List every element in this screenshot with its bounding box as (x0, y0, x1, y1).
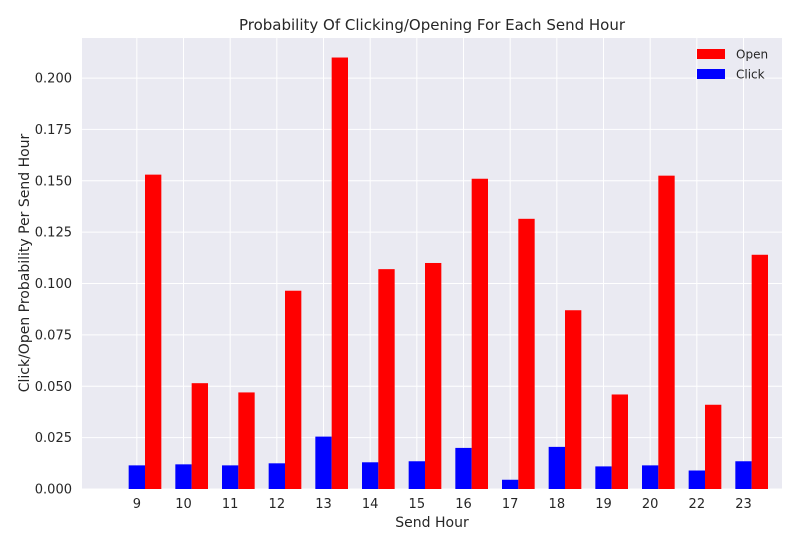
y-tick-label: 0.075 (35, 328, 72, 343)
y-tick-label: 0.050 (35, 380, 72, 395)
x-tick-label: 11 (222, 497, 239, 512)
click-bar (128, 465, 145, 489)
click-bar (175, 464, 192, 489)
open-bar (145, 174, 162, 489)
y-tick-label: 0.000 (35, 483, 72, 498)
legend-label-click: Click (736, 68, 765, 82)
x-tick-label: 22 (689, 497, 706, 512)
open-bar (751, 254, 768, 489)
x-tick-label: 17 (502, 497, 519, 512)
y-tick-label: 0.025 (35, 431, 72, 446)
y-tick-label: 0.200 (35, 72, 72, 87)
x-tick-label: 20 (642, 497, 659, 512)
legend-label-open: Open (736, 48, 768, 62)
x-tick-label: 19 (595, 497, 612, 512)
y-tick-label: 0.125 (35, 226, 72, 241)
click-bar (595, 466, 612, 489)
x-tick-label: 13 (315, 497, 332, 512)
chart-title: Probability Of Clicking/Opening For Each… (239, 16, 626, 34)
y-tick-label: 0.175 (35, 123, 72, 138)
open-bar (378, 269, 395, 489)
open-bar (611, 394, 628, 489)
open-bar (565, 310, 582, 489)
click-bar (455, 447, 472, 489)
click-bar (502, 479, 519, 489)
x-tick-label: 16 (455, 497, 472, 512)
x-tick-label: 9 (133, 497, 141, 512)
y-tick-label: 0.100 (35, 277, 72, 292)
click-bar (735, 461, 752, 489)
click-bar (548, 446, 565, 489)
open-bar (471, 178, 488, 489)
x-tick-label: 12 (269, 497, 286, 512)
open-bar (705, 404, 722, 489)
open-bar (331, 57, 348, 490)
open-bar (238, 392, 255, 489)
click-bar (268, 463, 285, 489)
open-bar (658, 175, 675, 489)
y-tick-label: 0.150 (35, 174, 72, 189)
legend-swatch-open (697, 49, 725, 59)
legend-swatch-click (697, 69, 725, 79)
x-tick-label: 10 (175, 497, 192, 512)
click-bar (642, 465, 659, 489)
legend: Open Click (697, 48, 768, 82)
x-tick-label: 18 (549, 497, 566, 512)
x-axis-title: Send Hour (395, 515, 469, 531)
x-tick-labels: 9 10 11 12 13 14 15 16 17 18 19 20 22 23 (133, 497, 752, 512)
click-bar (362, 462, 379, 489)
y-axis-title: Click/Open Probability Per Send Hour (17, 133, 33, 392)
open-bar (425, 262, 442, 489)
bars (128, 57, 768, 490)
open-bar (518, 218, 535, 490)
open-bar (191, 383, 208, 489)
y-tick-labels: 0.000 0.025 0.050 0.075 0.100 0.125 0.150 0.175… (35, 72, 72, 498)
x-tick-label: 14 (362, 497, 379, 512)
click-bar (315, 436, 332, 489)
click-bar (408, 461, 425, 489)
click-bar (222, 465, 239, 489)
click-bar (688, 470, 705, 489)
grid-lines (82, 38, 782, 490)
x-tick-label: 23 (735, 497, 752, 512)
x-tick-label: 15 (409, 497, 426, 512)
open-bar (285, 290, 302, 489)
